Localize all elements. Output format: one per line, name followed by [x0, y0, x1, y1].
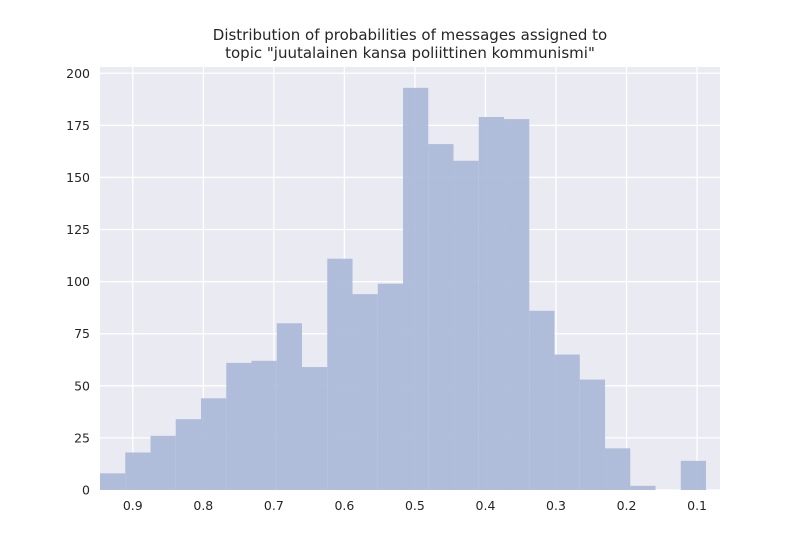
histogram-bar	[377, 283, 404, 490]
histogram-bar	[630, 485, 656, 490]
histogram-bar	[276, 323, 303, 490]
y-tick-label: 50	[74, 378, 90, 393]
histogram-bar	[428, 144, 454, 491]
x-tick-label: 0.8	[193, 498, 213, 513]
x-tick-label: 0.6	[334, 498, 354, 513]
histogram-bar	[504, 119, 530, 490]
histogram-bar	[554, 354, 580, 490]
histogram-bar	[226, 362, 252, 490]
y-tick-label: 200	[66, 66, 90, 81]
x-tick-label: 0.4	[476, 498, 496, 513]
y-tick-label: 150	[66, 170, 90, 185]
x-tick-label: 0.9	[123, 498, 143, 513]
y-tick-label: 0	[82, 483, 90, 498]
histogram-bar	[579, 379, 606, 490]
histogram-bar	[175, 419, 202, 490]
histogram-bar	[605, 448, 631, 490]
histogram-bar	[403, 87, 429, 491]
histogram-bar	[302, 367, 328, 490]
y-tick-label: 75	[74, 326, 90, 341]
y-tick-label: 25	[74, 430, 90, 445]
chart-title-line-2: topic "juutalainen kansa poliittinen kom…	[225, 44, 595, 62]
histogram-bar	[201, 398, 227, 490]
histogram-bar	[478, 117, 505, 490]
histogram-bar	[251, 360, 277, 490]
histogram-bar	[150, 435, 176, 490]
y-axis-ticks: 0 25 50 75 100 125 150 175 200	[66, 66, 90, 498]
histogram-bar	[327, 258, 353, 490]
y-tick-label: 175	[66, 118, 90, 133]
x-tick-label: 0.1	[687, 498, 707, 513]
x-axis-ticks: 0.9 0.8 0.7 0.6 0.5 0.4 0.3 0.2 0.1	[123, 498, 707, 513]
histogram-bar	[100, 473, 126, 490]
histogram-bar	[125, 452, 151, 490]
chart-title-line-1: Distribution of probabilities of message…	[213, 26, 607, 44]
y-tick-label: 100	[66, 274, 90, 289]
histogram-bar	[529, 310, 555, 490]
histogram-bar	[352, 294, 378, 490]
histogram-bar	[453, 160, 479, 490]
histogram-bars	[100, 87, 707, 491]
histogram-bar	[680, 460, 707, 490]
x-tick-label: 0.2	[617, 498, 637, 513]
x-tick-label: 0.3	[546, 498, 566, 513]
x-tick-label: 0.5	[405, 498, 425, 513]
y-tick-label: 125	[66, 222, 90, 237]
x-tick-label: 0.7	[264, 498, 284, 513]
